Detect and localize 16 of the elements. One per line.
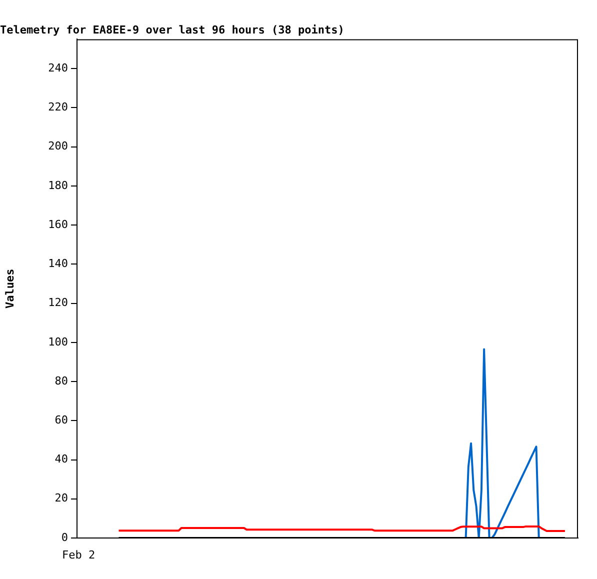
y-tick-label: 100 xyxy=(48,335,68,348)
y-tick-label: 160 xyxy=(48,218,68,231)
y-tick-label: 240 xyxy=(48,61,68,74)
y-tick-label: 20 xyxy=(54,492,68,505)
chart-title: Telemetry for EA8EE-9 over last 96 hours (38 points) xyxy=(0,23,344,36)
y-tick-label: 120 xyxy=(48,296,68,310)
y-tick-label: 60 xyxy=(54,413,68,426)
y-axis-title: Values xyxy=(3,268,16,308)
y-tick-label: 140 xyxy=(48,257,68,270)
y-tick-label: 80 xyxy=(54,374,68,388)
y-tick-label: 220 xyxy=(48,100,68,114)
y-tick-label: 0 xyxy=(61,530,68,544)
y-tick-label: 40 xyxy=(54,452,68,466)
text: Feb 2 xyxy=(62,548,96,562)
y-tick-label: 180 xyxy=(48,178,68,192)
y-tick-label: 200 xyxy=(48,140,68,153)
